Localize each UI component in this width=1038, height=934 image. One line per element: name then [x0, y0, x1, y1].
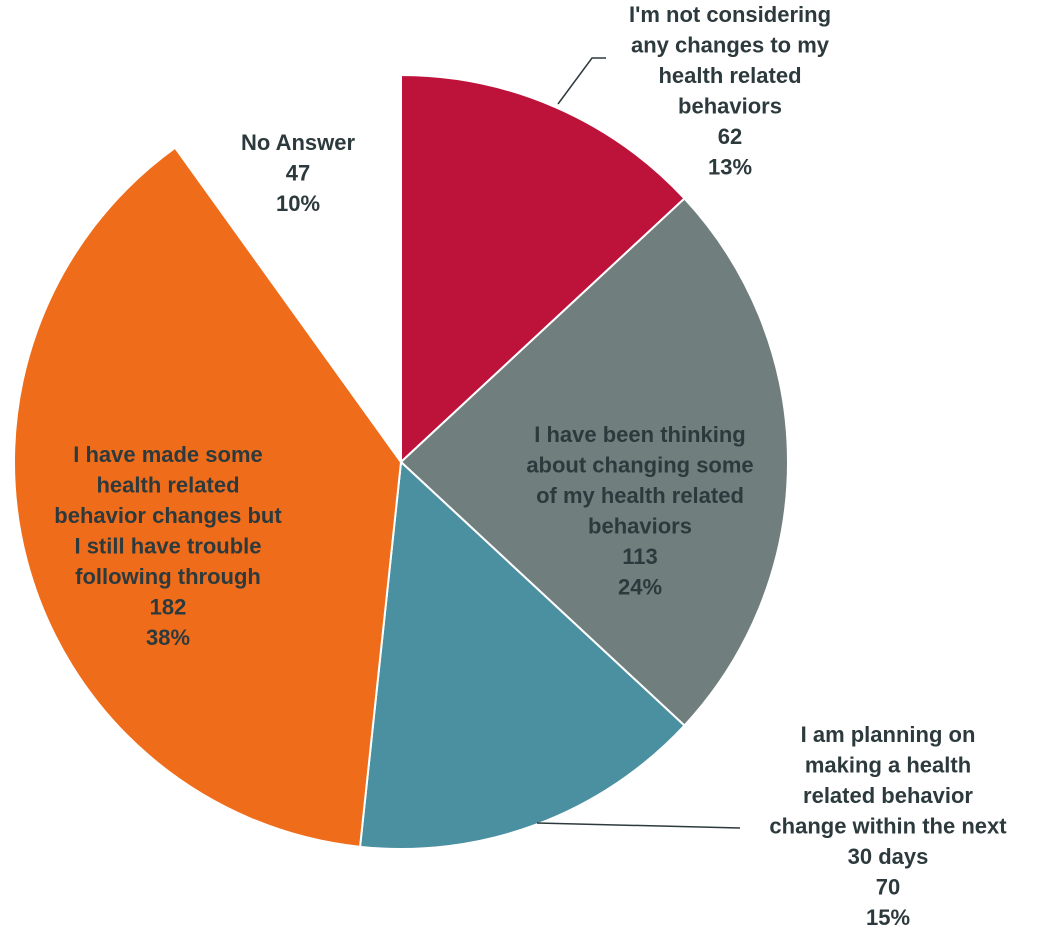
slice-data-label: No Answer 47 10% [241, 130, 356, 216]
slice-count: 62 [718, 124, 742, 149]
pie-slice [358, 459, 686, 850]
pie-slice [173, 73, 402, 466]
slice-label-line: health related [658, 63, 801, 88]
slice-label-line: I have made some [73, 442, 263, 467]
pie-slice [399, 197, 789, 727]
slice-label-line: I still have trouble [74, 534, 261, 559]
slice-label-line: No Answer [241, 130, 356, 155]
slice-label-line: behaviors [588, 514, 692, 539]
slice-label-line: any changes to my [631, 33, 830, 58]
slices-layer [13, 73, 789, 850]
slice-label-line: I am planning on [801, 722, 976, 747]
slice-count: 113 [622, 544, 658, 569]
slice-label-line: following through [75, 564, 261, 589]
slice-percent: 10% [276, 191, 320, 216]
leader-line [536, 822, 741, 829]
slice-data-label: I have been thinking about changing some o… [526, 422, 753, 600]
slice-count: 182 [150, 595, 187, 620]
slice-percent: 38% [146, 625, 190, 650]
slice-label-line: I'm not considering [629, 2, 831, 27]
slice-data-label: I am planning on making a health related b… [769, 722, 1007, 929]
slice-data-label: I'm not considering any changes to my heal… [629, 2, 831, 180]
slice-label-line: behaviors [678, 94, 782, 119]
pie-slice [400, 73, 686, 465]
slice-percent: 24% [618, 575, 662, 600]
slice-label-line: 30 days [848, 844, 929, 869]
slice-label-line: health related [96, 473, 239, 498]
slice-label-line: related behavior [803, 783, 973, 808]
slice-label-line: I have been thinking [534, 422, 745, 447]
slice-label-line: of my health related [536, 483, 744, 508]
slice-label-line: about changing some [526, 453, 753, 478]
slice-data-label: I have made some health related behavior c… [54, 442, 282, 650]
slice-percent: 13% [708, 155, 752, 180]
slice-label-line: behavior changes but [54, 503, 282, 528]
slice-label-line: making a health [805, 753, 971, 778]
leader-lines-layer [536, 57, 741, 829]
slice-count: 70 [876, 875, 900, 900]
slice-label-line: change within the next [769, 814, 1007, 839]
data-labels-layer: I'm not considering any changes to my heal… [54, 2, 1007, 930]
slice-percent: 15% [866, 905, 910, 929]
pie-slice [13, 146, 403, 848]
slice-count: 47 [286, 161, 310, 186]
leader-line [557, 57, 606, 105]
